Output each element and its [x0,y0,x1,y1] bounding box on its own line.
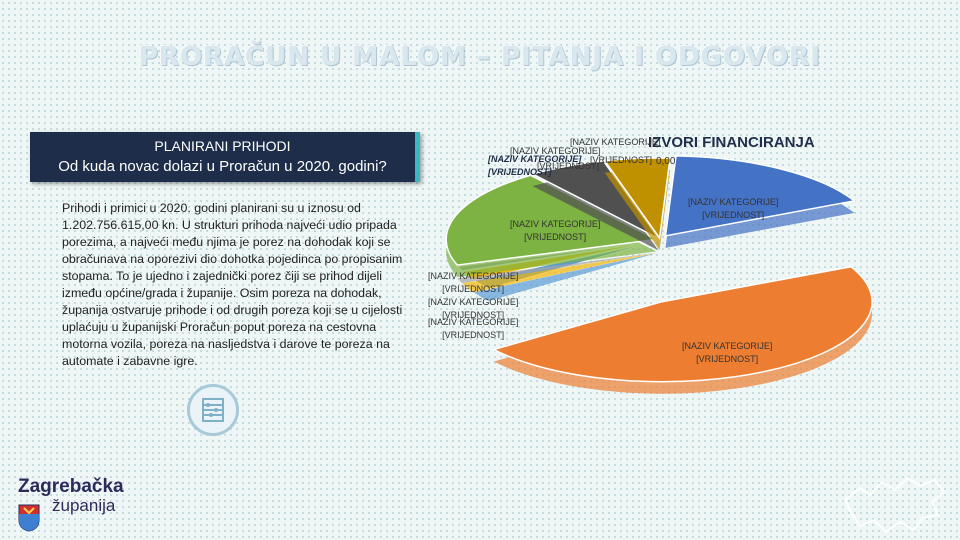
pie-slices [445,155,873,394]
body-paragraph: Prihodi i primici u 2020. godini planira… [62,201,403,368]
data-label-top-3: [NAZIV KATEGORIJE] [VRIJEDNOST] [488,154,582,177]
logo-sub: županija [52,496,116,515]
abacus-icon [187,384,239,436]
pie-slice [664,155,857,237]
panel-header: PLANIRANI PRIHODI Od kuda novac dolazi u… [30,132,420,182]
data-label-top-2: [NAZIV KATEGORIJE] [510,146,601,156]
data-label-zero: 0,00 [656,156,676,167]
coat-of-arms-icon [18,504,40,532]
logo-name: Zagrebačka [18,476,124,497]
data-label-top-1: [NAZIV KATEGORIJE] [570,137,661,147]
pie-slice [603,157,671,241]
pie-slice-side [473,253,657,301]
data-label-left-1: [NAZIV KATEGORIJE] [VRIJEDNOST] [428,271,519,294]
data-label-top-4: [VRIJEDNOST] [537,161,600,171]
data-label-left-3: [NAZIV KATEGORIJE] [VRIJEDNOST] [428,317,519,340]
data-label-orange: [NAZIV KATEGORIJE] [VRIJEDNOST] [682,341,773,364]
data-label-left-2: [NAZIV KATEGORIJE] [VRIJEDNOST] [428,297,519,320]
pie-slice-side [457,252,657,284]
data-label-green: [NAZIV KATEGORIJE] [VRIJEDNOST] [510,219,601,242]
county-logo: Zagrebačka županija [18,476,124,532]
chart-title: IZVORI FINANCIRANJA [648,134,815,151]
panel-subheading: Od kuda novac dolazi u Proračun u 2020. … [58,158,387,175]
data-label-top-value: [VRIJEDNOST] [590,155,653,165]
pie-slice-side [462,252,657,293]
county-map-icon [843,476,946,534]
pie-slice [491,265,873,383]
data-label-blue: [NAZIV KATEGORIJE] [VRIJEDNOST] [688,197,779,220]
pie-slice [445,174,659,266]
pie-slice [530,160,659,239]
panel-heading: PLANIRANI PRIHODI [154,138,291,154]
pie-slice-side [532,172,659,251]
page-title: PRORAČUN U MALOM – PITANJA I ODGOVORI [139,42,821,72]
